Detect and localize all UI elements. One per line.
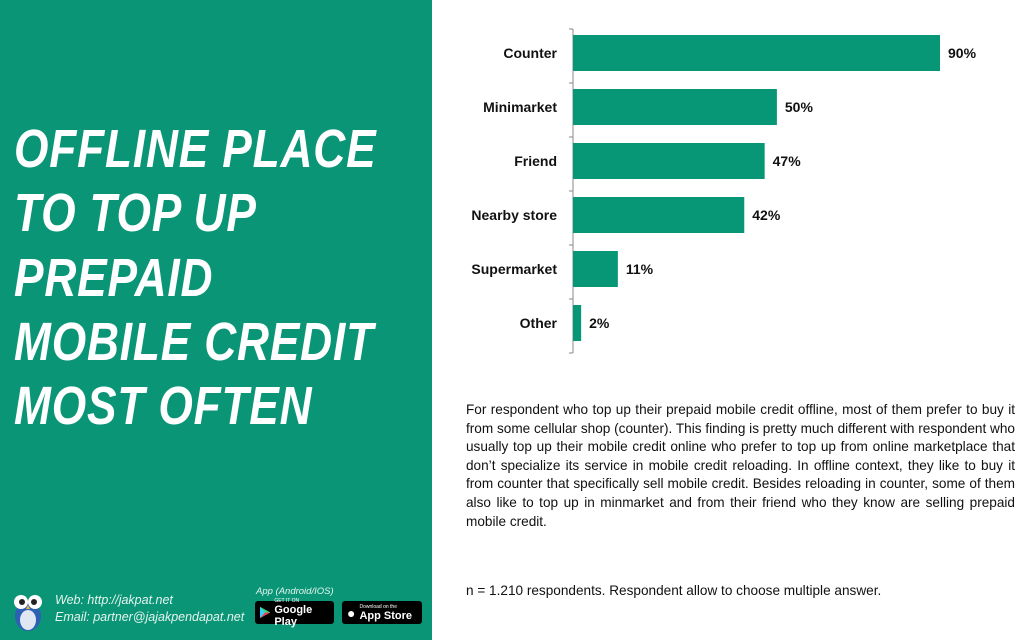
- category-label: Friend: [514, 153, 557, 169]
- data-label: 42%: [752, 207, 781, 223]
- data-label: 2%: [589, 315, 610, 331]
- bar: [573, 305, 582, 341]
- data-label: 11%: [626, 261, 654, 277]
- title-line: MOST OFTEN: [14, 376, 313, 437]
- owl-logo-icon: [14, 595, 42, 631]
- badge-small-text: GET IT ON: [274, 597, 300, 604]
- data-label: 90%: [948, 45, 977, 61]
- app-store-button[interactable]: ● Download on the App Store: [342, 601, 422, 624]
- sample-note: n = 1.210 respondents. Respondent allow …: [466, 583, 882, 598]
- title-line: MOBILE CREDIT: [14, 311, 374, 372]
- title-line: OFFLINE PLACE: [14, 119, 377, 179]
- page-title: OFFLINE PLACE TO TOP UP PREPAID MOBILE C…: [14, 117, 456, 438]
- apple-icon: ●: [347, 604, 356, 621]
- web-link[interactable]: Web: http://jakpat.net: [55, 593, 173, 607]
- description-text: For respondent who top up their prepaid …: [466, 402, 1015, 529]
- category-label: Other: [520, 315, 558, 331]
- badge-text: Google Play: [274, 603, 313, 628]
- data-label: 47%: [773, 153, 802, 169]
- badge-small-text: Download on the: [359, 603, 397, 610]
- bar-chart: Counter 90% Minimarket 50% Friend 47% Nearby s…: [471, 28, 977, 354]
- title-panel: OFFLINE PLACE TO TOP UP PREPAID MOBILE C…: [0, 0, 432, 640]
- google-play-button[interactable]: GET IT ON Google Play: [255, 597, 334, 628]
- bar: [573, 89, 777, 125]
- footer: Web: http://jakpat.net Email: partner@ja…: [0, 580, 432, 640]
- email-link[interactable]: Email: partner@jajakpendapat.net: [55, 610, 245, 624]
- badge-text: App Store: [359, 609, 413, 622]
- bar: [573, 35, 940, 71]
- title-line: PREPAID: [14, 247, 214, 308]
- category-label: Nearby store: [471, 207, 557, 223]
- category-label: Minimarket: [483, 99, 557, 115]
- google-play-icon: [260, 606, 271, 619]
- data-label: 50%: [785, 99, 814, 115]
- category-label: Supermarket: [471, 261, 557, 277]
- bar: [573, 143, 765, 179]
- app-label: App (Android/IOS): [256, 586, 334, 597]
- bar: [573, 197, 745, 233]
- bar: [573, 251, 618, 287]
- title-line: TO TOP UP: [14, 183, 257, 244]
- category-label: Counter: [503, 45, 557, 61]
